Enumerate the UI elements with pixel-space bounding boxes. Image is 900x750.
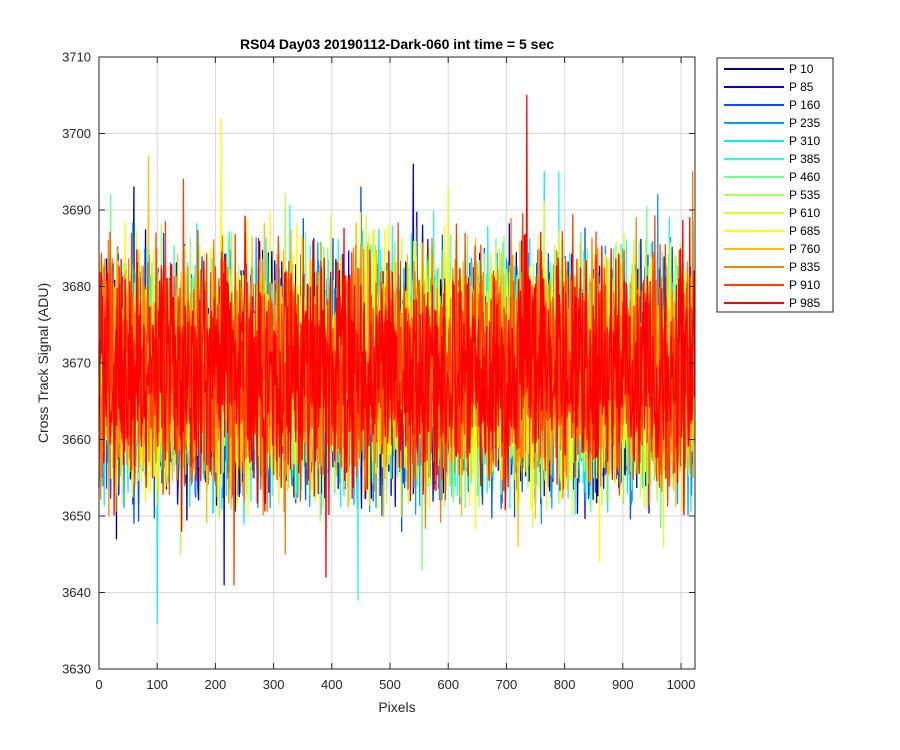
legend: P 10 P 85 P 160 P 235 P 310 P 385 P 460 P 535 P …	[716, 57, 834, 313]
legend-label: P 610	[789, 206, 820, 220]
x-tick-label: 900	[612, 677, 634, 692]
y-tick-label: 3650	[62, 509, 91, 524]
x-tick-label: 0	[95, 677, 102, 692]
x-axis-label: Pixels	[378, 699, 415, 715]
legend-box	[716, 57, 834, 313]
legend-label: P 85	[789, 80, 814, 94]
x-axis: 0 100 200 300 400 500 600 700 800 900 1000	[95, 57, 695, 692]
legend-label: P 10	[789, 62, 814, 76]
legend-label: P 235	[789, 116, 820, 130]
x-tick-label: 1000	[667, 677, 696, 692]
y-tick-label: 3700	[62, 126, 91, 141]
y-tick-label: 3630	[62, 662, 91, 677]
x-tick-label: 600	[437, 677, 459, 692]
legend-label: P 310	[789, 134, 820, 148]
y-tick-label: 3670	[62, 356, 91, 371]
legend-label: P 835	[789, 260, 820, 274]
legend-label: P 385	[789, 152, 820, 166]
y-tick-label: 3710	[62, 50, 91, 65]
x-tick-label: 800	[554, 677, 576, 692]
legend-label: P 685	[789, 224, 820, 238]
x-tick-label: 500	[379, 677, 401, 692]
legend-label: P 460	[789, 170, 820, 184]
y-tick-label: 3690	[62, 203, 91, 218]
series-lines	[98, 94, 696, 624]
x-tick-label: 300	[263, 677, 285, 692]
series-line-p-985	[98, 94, 696, 578]
y-tick-label: 3640	[62, 585, 91, 600]
y-axis-label: Cross Track Signal (ADU)	[35, 283, 51, 443]
legend-label: P 535	[789, 188, 820, 202]
y-tick-label: 3680	[62, 279, 91, 294]
y-tick-label: 3660	[62, 432, 91, 447]
legend-label: P 760	[789, 242, 820, 256]
x-tick-label: 700	[496, 677, 518, 692]
legend-label: P 985	[789, 296, 820, 310]
x-tick-label: 400	[321, 677, 343, 692]
y-axis: 3630 3640 3650 3660 3670 3680 3690 3700 3710	[62, 50, 695, 677]
x-tick-label: 100	[146, 677, 168, 692]
x-tick-label: 200	[205, 677, 227, 692]
legend-label: P 910	[789, 278, 820, 292]
legend-label: P 160	[789, 98, 820, 112]
chart-title: RS04 Day03 20190112-Dark-060 int time = …	[240, 36, 554, 52]
